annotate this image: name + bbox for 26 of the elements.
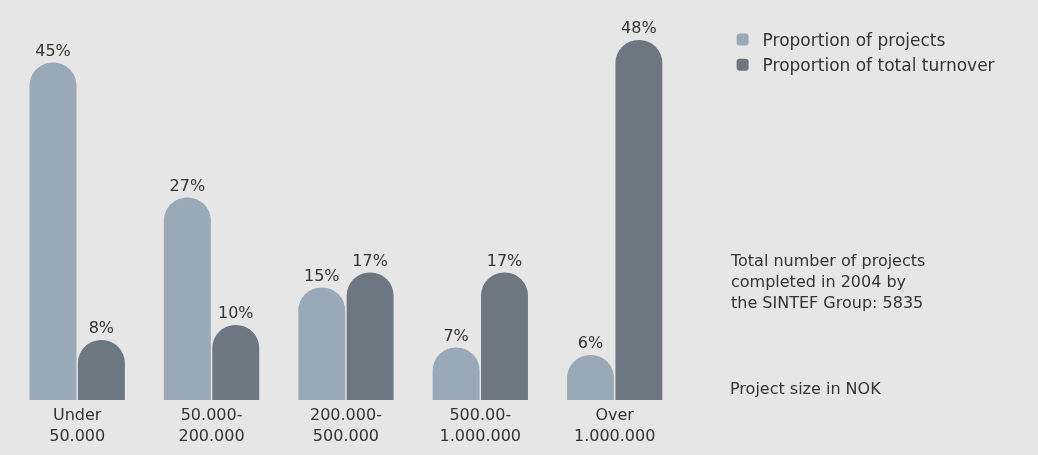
bar xyxy=(212,325,260,400)
bar xyxy=(615,40,663,400)
legend-label: Proportion of projects xyxy=(762,30,946,51)
x-tick-label: Over 1.000.000 xyxy=(573,405,656,445)
data-label: 48% xyxy=(621,18,657,37)
data-label: 15% xyxy=(303,265,340,285)
data-label: 7% xyxy=(443,325,469,345)
legend-label: Proportion of total turnover xyxy=(762,55,995,76)
data-label: 10% xyxy=(217,303,254,322)
data-label: 45% xyxy=(35,40,71,60)
bar xyxy=(298,287,346,400)
bar xyxy=(346,272,394,400)
bar xyxy=(163,197,211,400)
data-label: 8% xyxy=(88,318,115,337)
data-label: 17% xyxy=(352,250,388,270)
x-tick-label: Under 50.000 xyxy=(49,405,106,445)
data-label: 6% xyxy=(577,333,604,352)
bar xyxy=(481,272,528,400)
data-label: 17% xyxy=(486,250,523,270)
text: Project size in NOK xyxy=(730,379,882,398)
x-tick-label: 50.000- 200.000 xyxy=(178,405,245,445)
text: Total number of projects completed in 2004 by the SINTEF Group: 5835 xyxy=(730,251,926,312)
x-tick-label: 500.00- 1.000.000 xyxy=(439,405,522,445)
bar xyxy=(29,62,77,400)
data-label: 27% xyxy=(169,175,206,195)
x-tick-label: 200.000- 500.000 xyxy=(309,405,382,445)
